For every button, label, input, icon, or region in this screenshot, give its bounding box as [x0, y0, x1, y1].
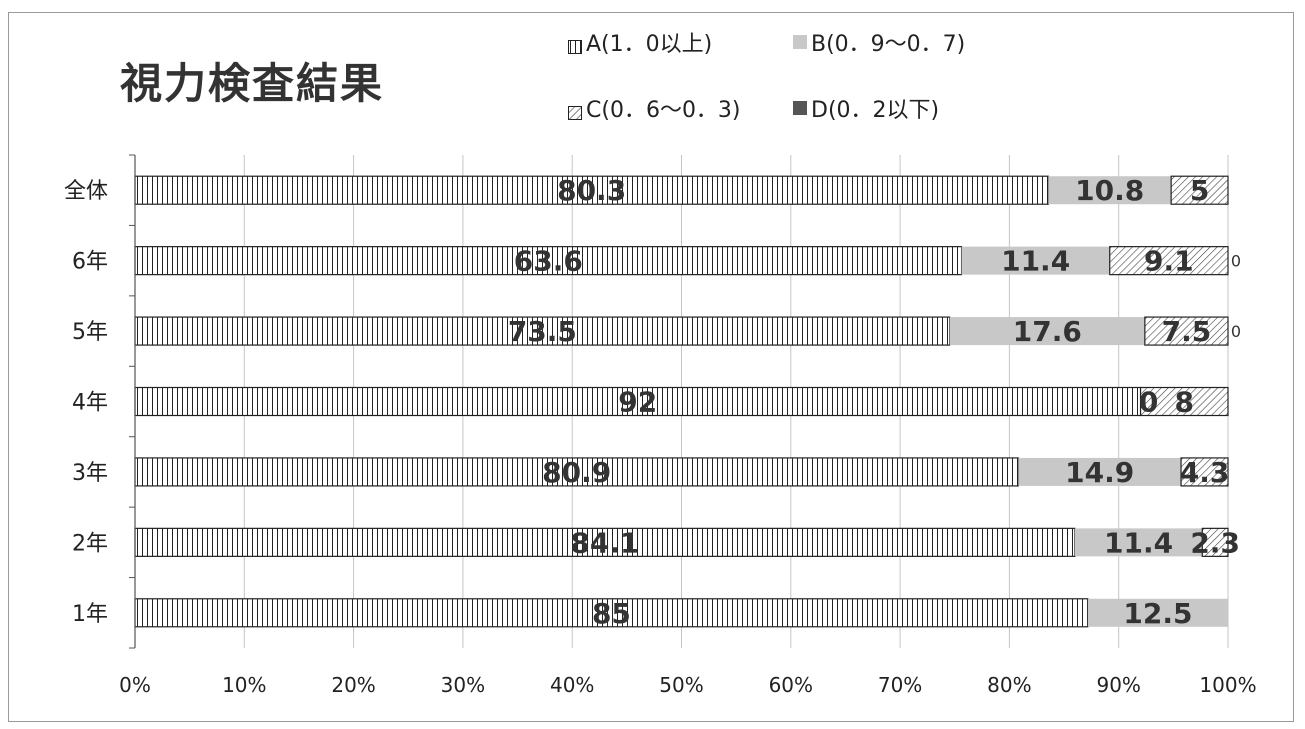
category-label: 2年	[72, 531, 108, 556]
x-tick-label: 30%	[441, 673, 485, 697]
data-label-a: 73.5	[508, 315, 577, 348]
x-tick-label: 50%	[659, 673, 703, 697]
legend-item-a: A(1．0以上)	[568, 26, 712, 58]
category-label: 6年	[72, 250, 108, 275]
bar-segment-b	[961, 246, 1110, 275]
data-label-b: 11.4	[1001, 245, 1070, 278]
legend-label-d: D(0．2以下)	[811, 98, 940, 123]
bar-segment-c	[1180, 457, 1229, 487]
data-label-c: 8	[1175, 386, 1194, 419]
category-label: 3年	[72, 461, 108, 486]
x-tick-label: 90%	[1096, 673, 1140, 697]
bar-segment-b	[1018, 457, 1182, 486]
data-label-c: 9.1	[1144, 245, 1194, 278]
legend-label-c: C(0．6～0．3)	[586, 98, 741, 123]
bar-segment-c	[1144, 316, 1229, 346]
bar-segment-c	[1109, 246, 1229, 276]
data-label-b: 10.8	[1075, 174, 1144, 207]
bar-segment-b	[1074, 528, 1203, 557]
data-label-b: 11.4	[1104, 526, 1173, 559]
data-label-c: 2.3	[1190, 526, 1240, 559]
bar-segment-a	[134, 527, 1076, 557]
x-tick-label: 100%	[1199, 673, 1256, 697]
x-tick-label: 20%	[331, 673, 375, 697]
legend-item-b: B(0．9～0．7)	[793, 26, 965, 58]
data-label-a: 85	[592, 597, 631, 630]
data-label-b: 14.9	[1065, 456, 1134, 489]
bar-segment-b	[1087, 598, 1228, 627]
data-label-c: 5	[1190, 174, 1209, 207]
chart-frame	[8, 12, 1294, 722]
x-tick-label: 40%	[550, 673, 594, 697]
x-tick-label: 10%	[222, 673, 266, 697]
data-label-a: 80.3	[557, 174, 626, 207]
legend-label-a: A(1．0以上)	[586, 32, 713, 57]
bar-segment-b	[1048, 176, 1172, 205]
category-label: 1年	[72, 602, 108, 627]
bar-segment-a	[134, 386, 1142, 417]
data-label-a: 92	[618, 386, 657, 419]
x-tick-label: 60%	[769, 673, 813, 697]
data-label-b: 17.6	[1013, 315, 1082, 348]
bar-segment-c	[1201, 527, 1229, 557]
x-tick-label: 70%	[878, 673, 922, 697]
legend-swatch-a	[568, 35, 582, 54]
legend-item-d: D(0．2以下)	[793, 92, 939, 124]
data-label-d: 0	[1231, 252, 1241, 271]
x-tick-label: 0%	[119, 673, 151, 697]
bar-segment-c	[1170, 175, 1229, 205]
legend-label-b: B(0．9～0．7)	[811, 32, 966, 57]
data-label-c: 4.3	[1180, 456, 1230, 489]
data-label-b: 0	[1139, 386, 1158, 419]
bar-segment-a	[134, 316, 951, 346]
bar-segment-c	[1139, 386, 1229, 417]
data-label-a: 80.9	[542, 456, 611, 489]
category-label: 全体	[64, 179, 108, 204]
chart-title: 視力検査結果	[120, 59, 385, 108]
category-label: 4年	[72, 391, 108, 416]
data-label-b: 12.5	[1123, 597, 1192, 630]
bar-segment-a	[134, 598, 1089, 628]
data-label-d: 0	[1231, 322, 1241, 341]
data-label-a: 84.1	[570, 526, 639, 559]
bar-segment-a	[134, 457, 1019, 487]
legend-swatch-c	[568, 101, 582, 120]
legend-swatch-b	[793, 35, 807, 49]
legend-swatch-d	[793, 101, 807, 115]
data-label-a: 63.6	[514, 245, 583, 278]
bar-segment-b	[949, 317, 1145, 346]
x-tick-label: 80%	[987, 673, 1031, 697]
legend-item-c: C(0．6～0．3)	[568, 92, 741, 124]
category-label: 5年	[72, 320, 108, 345]
data-label-c: 7.5	[1162, 315, 1212, 348]
